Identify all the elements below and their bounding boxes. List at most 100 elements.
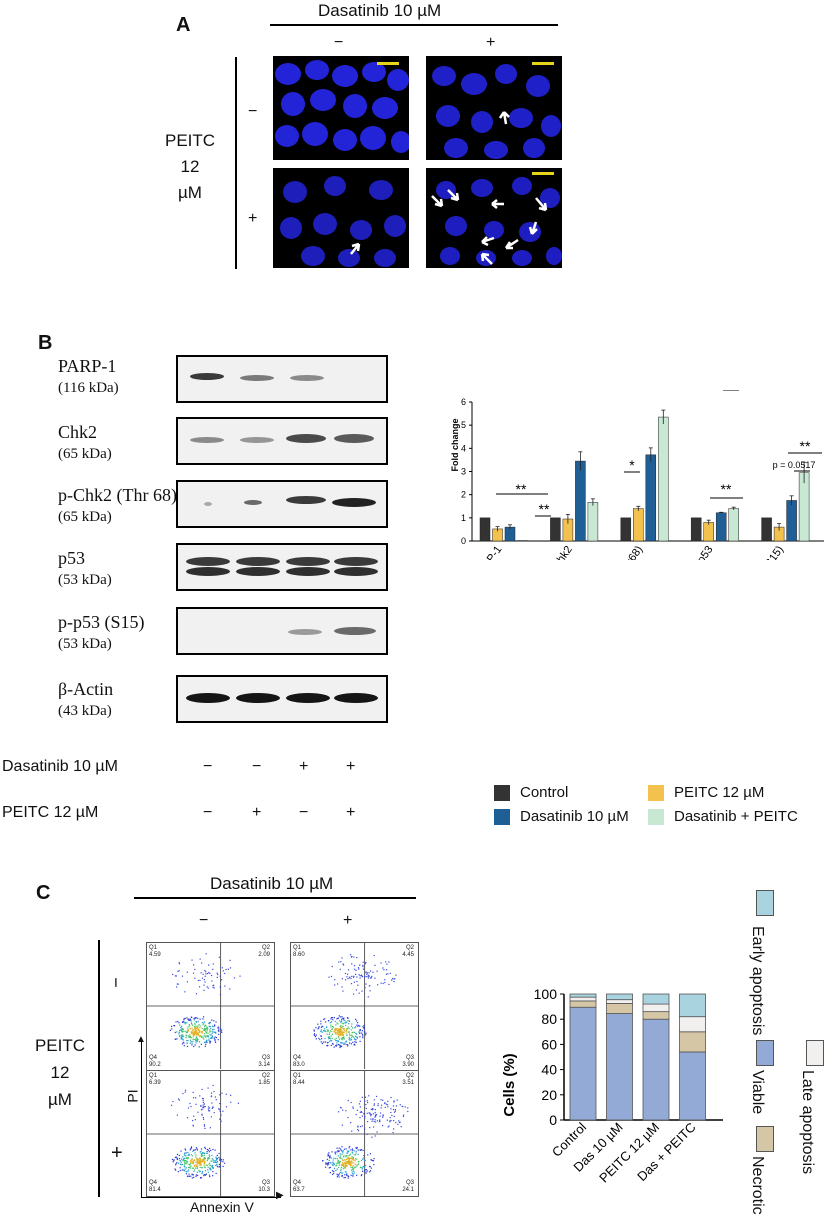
fold-bar: [620, 517, 632, 542]
fold-bar: [786, 500, 797, 542]
row-label-line: 12: [180, 157, 200, 176]
legend-swatch: [648, 785, 664, 801]
fold-change-ylabel: Fold change: [450, 418, 460, 471]
panel-a-row-minus: −: [248, 103, 258, 120]
legend-label: Dasatinib 10 µM: [520, 808, 629, 825]
blot-name: p-Chk2 (Thr 68): [58, 485, 177, 505]
cells-bar-segment: [606, 1003, 633, 1014]
fold-bar: [658, 416, 669, 542]
fold-bar: [575, 460, 586, 542]
row-label-line: µM: [178, 183, 202, 202]
cells-bar-segment: [606, 993, 633, 1001]
cells-bar-segment: [569, 996, 597, 1002]
cells-bar-segment: [679, 1016, 706, 1033]
flow-q2: Q2 4.45: [402, 945, 414, 958]
cells-bar-segment: [569, 1006, 597, 1121]
cells-bar-segment: [642, 1003, 670, 1013]
pi-axis-line: [141, 1040, 142, 1198]
fold-bar: [517, 540, 528, 542]
panel-c-header-line: [134, 897, 416, 899]
panel-c-treatment-header: Dasatinib 10 µM: [210, 874, 334, 893]
panel-a-letter: A: [176, 14, 191, 36]
flow-q1: Q1 8.60: [293, 945, 305, 958]
fold-bar: [645, 454, 657, 542]
sig-annotation: **: [516, 481, 527, 497]
annexin-axis-label: Annexin V: [190, 1199, 254, 1215]
flow-plot: Q1 8.60 Q2 4.45 Q4 83.0 Q3 3.90: [290, 942, 419, 1072]
blot-kda: (43 kDa): [58, 703, 112, 719]
legend-label: Early apoptosis: [749, 926, 766, 1036]
cells-ylabel: Cells (%): [501, 1053, 518, 1116]
sig-annotation: **: [539, 501, 550, 517]
flow-q2: Q2 2.09: [258, 945, 270, 958]
blot-kda: (53 kDa): [58, 572, 112, 588]
blot-p53: [176, 543, 388, 591]
fold-y-tick-label: 6: [461, 397, 466, 407]
blot-name: PARP-1: [58, 356, 117, 376]
flow-q1: Q1 4.59: [149, 945, 161, 958]
blot-name: p-p53 (S15): [58, 612, 145, 632]
flow-q1: Q1 6.39: [149, 1073, 161, 1086]
cells-bar-segment: [606, 999, 633, 1004]
cells-legend: Early apoptosis Viable Late apoptosis Ne…: [748, 890, 834, 1216]
legend-label: Dasatinib + PEITC: [674, 808, 798, 825]
flow-scatter: [147, 943, 274, 1069]
blot-name: Chk2: [58, 422, 98, 442]
fold-bar: [587, 502, 599, 542]
treat-sign: −: [299, 804, 309, 821]
annexin-axis-line: [141, 1197, 281, 1198]
panel-b-letter: B: [38, 332, 53, 354]
annexin-axis-arrow: ▶: [276, 1190, 284, 1201]
sig-annotation: **: [721, 481, 732, 497]
legend-swatch: [756, 890, 774, 916]
cells-y-tick-label: 20: [541, 1087, 557, 1103]
row-label-line: µM: [48, 1090, 72, 1109]
sig-annotation: *: [629, 457, 635, 473]
legend-label: Necrotic: [749, 1156, 766, 1215]
legend-swatch: [756, 1040, 774, 1066]
fold-bar: [715, 512, 727, 542]
panel-c-row-plus: +: [111, 1142, 123, 1164]
fold-bar: [479, 517, 491, 542]
fold-category-label: Chk2: [550, 544, 575, 560]
cells-bar-segment: [679, 1051, 706, 1121]
panel-a-row-label: PEITC 12 µM: [165, 128, 215, 206]
fold-change-legend: Control PEITC 12 µM Dasatinib 10 µM Dasa…: [494, 783, 824, 853]
flow-q4: Q4 90.2: [149, 1055, 161, 1068]
row-label-line: PEITC: [165, 131, 216, 150]
micrograph-control: [273, 56, 409, 160]
micrograph-peitc: [273, 168, 409, 268]
pi-axis-label: PI: [124, 1089, 141, 1103]
panel-a-row-line: [235, 57, 237, 269]
blot-name: β-Actin: [58, 679, 114, 699]
flow-plot: Q1 4.59 Q2 2.09 Q4 90.2 Q3 3.14: [146, 942, 275, 1072]
flow-scatter: [291, 943, 418, 1069]
cells-y-tick-label: 60: [541, 1036, 557, 1052]
legend-label: Late apoptosis: [799, 1070, 816, 1175]
flow-scatter: [291, 1071, 418, 1197]
cells-y-tick-label: 100: [534, 986, 558, 1002]
fold-bar: [703, 522, 714, 542]
fold-y-tick-label: 5: [461, 420, 466, 430]
blot-kda: (116 kDa): [58, 380, 119, 396]
cells-bar-segment: [642, 993, 670, 1005]
legend-swatch: [648, 809, 664, 825]
fold-bar: [550, 517, 561, 542]
treat-sign: −: [252, 758, 262, 775]
legend-swatch: [756, 1126, 774, 1152]
blot-pchk2: [176, 480, 388, 528]
scale-bar: [377, 62, 399, 65]
blot-pp53: [176, 607, 388, 655]
cells-bar-segment: [569, 1000, 597, 1008]
scale-bar: [532, 172, 554, 175]
panel-c-col-plus: +: [343, 912, 353, 929]
row-label-line: 12: [50, 1063, 70, 1082]
flow-plot: Q1 6.39 Q2 1.85 Q4 81.4 Q3 10.3: [146, 1070, 275, 1197]
blot-chk2: [176, 417, 388, 465]
micrograph-dasatinib: [426, 56, 562, 160]
panel-c-col-minus: −: [199, 912, 209, 929]
blot-name: p53: [58, 548, 85, 568]
treat-row-label: Dasatinib 10 µM: [2, 758, 118, 775]
treat-sign: +: [299, 758, 309, 775]
